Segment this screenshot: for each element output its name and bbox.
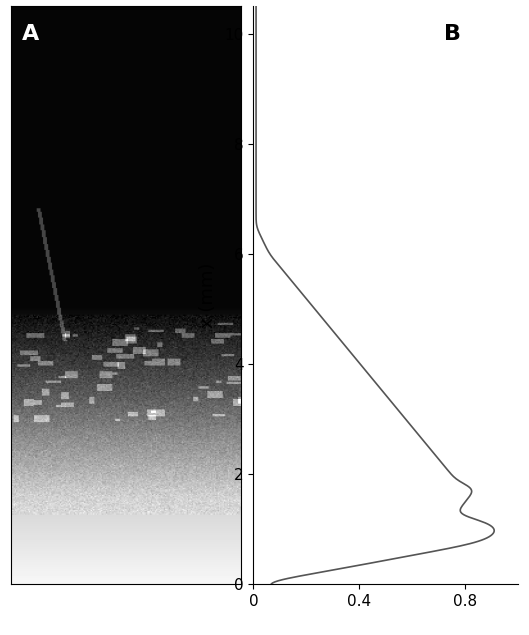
Text: B: B [444,23,461,44]
Y-axis label: x (mm): x (mm) [199,263,217,328]
Text: A: A [22,23,39,44]
